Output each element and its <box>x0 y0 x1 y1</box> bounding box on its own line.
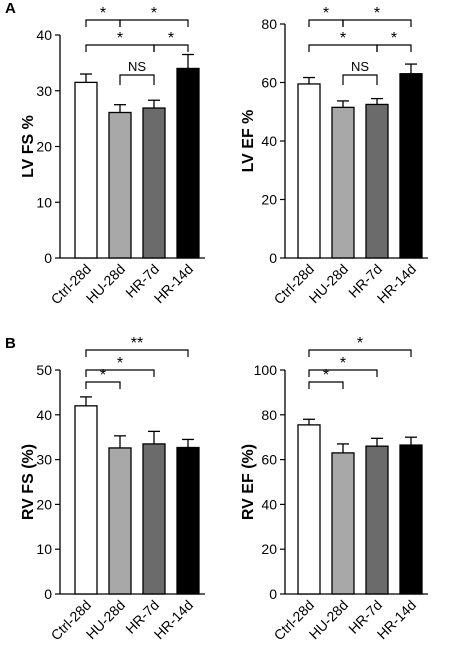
bar <box>365 445 389 595</box>
significance-label: * <box>151 5 157 22</box>
bar <box>108 111 132 259</box>
y-tick-label: 30 <box>36 452 52 468</box>
significance-label: ** <box>131 335 143 352</box>
y-tick-label: 40 <box>36 407 52 423</box>
panel-label-b: B <box>5 335 16 352</box>
y-tick-label: 10 <box>36 541 52 557</box>
significance-label: * <box>374 5 380 22</box>
significance-label: * <box>357 335 363 352</box>
significance-bracket <box>85 381 121 389</box>
y-tick-label: 40 <box>261 133 277 149</box>
significance-bracket <box>153 44 189 52</box>
y-tick-label: 40 <box>261 496 277 512</box>
bar <box>331 106 355 259</box>
significance-label: * <box>100 5 106 22</box>
significance-bracket <box>85 369 155 377</box>
y-tick-label: 80 <box>261 16 277 32</box>
y-tick-label: 80 <box>261 407 277 423</box>
bar <box>142 443 166 595</box>
significance-label: * <box>340 355 346 372</box>
y-tick-label: 20 <box>36 139 52 155</box>
y-tick-label: 40 <box>36 27 52 43</box>
y-tick-label: 0 <box>44 250 52 266</box>
y-axis-label: RV EF (%) <box>240 444 257 520</box>
bar <box>176 67 200 259</box>
bar <box>365 103 389 259</box>
y-axis-label: RV FS (%) <box>20 444 37 520</box>
bar <box>142 107 166 259</box>
y-tick-label: 0 <box>269 250 277 266</box>
significance-label: * <box>168 30 174 47</box>
bar <box>74 81 98 259</box>
bar <box>108 447 132 595</box>
significance-label: * <box>117 30 123 47</box>
bar <box>297 83 321 259</box>
bar <box>399 444 423 595</box>
significance-label: * <box>323 367 329 384</box>
y-tick-label: 30 <box>36 83 52 99</box>
y-tick-label: 20 <box>36 496 52 512</box>
significance-bracket <box>308 369 378 377</box>
y-tick-label: 100 <box>254 362 278 378</box>
bar <box>399 73 423 259</box>
y-axis-label: LV FS % <box>20 115 37 178</box>
significance-bracket <box>342 19 412 27</box>
y-tick-label: 20 <box>261 541 277 557</box>
significance-bracket <box>85 349 189 357</box>
bar <box>74 405 98 595</box>
y-tick-label: 20 <box>261 192 277 208</box>
significance-label: * <box>117 355 123 372</box>
y-tick-label: 60 <box>261 452 277 468</box>
significance-bracket <box>376 44 412 52</box>
significance-bracket <box>308 381 344 389</box>
y-tick-label: 60 <box>261 75 277 91</box>
significance-label: * <box>391 30 397 47</box>
significance-label: * <box>100 367 106 384</box>
bar <box>297 424 321 595</box>
significance-bracket <box>342 74 378 85</box>
panel-label-a: A <box>5 0 16 17</box>
bar <box>331 452 355 595</box>
significance-bracket <box>119 19 189 27</box>
significance-label: NS <box>128 59 146 74</box>
bar <box>176 446 200 595</box>
y-tick-label: 0 <box>44 586 52 602</box>
y-tick-label: 10 <box>36 194 52 210</box>
y-axis-label: LV EF % <box>240 110 257 173</box>
significance-bracket <box>119 74 155 85</box>
significance-label: NS <box>351 59 369 74</box>
significance-label: * <box>340 30 346 47</box>
significance-label: * <box>323 5 329 22</box>
y-tick-label: 50 <box>36 362 52 378</box>
significance-bracket <box>308 349 412 357</box>
y-tick-label: 0 <box>269 586 277 602</box>
